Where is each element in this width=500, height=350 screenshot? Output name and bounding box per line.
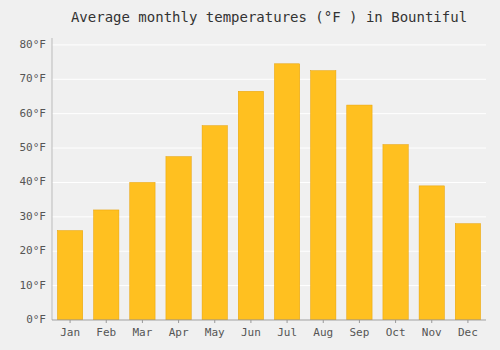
bar (57, 231, 82, 320)
x-tick (323, 320, 324, 323)
title: Average monthly temperatures (°F ) in Bo… (71, 9, 467, 25)
x-tick (106, 320, 107, 323)
y-tick-label: 30°F (20, 210, 47, 223)
x-tick-label: Mar (132, 326, 152, 339)
bar (455, 224, 480, 320)
x-tick-label: Apr (169, 326, 189, 339)
x-tick (250, 320, 251, 323)
x-tick-label: Jan (60, 326, 80, 339)
grid-line (52, 113, 486, 114)
y-axis-line (52, 38, 53, 320)
x-axis-line (52, 320, 486, 321)
x-tick (359, 320, 360, 323)
background (0, 0, 500, 350)
x-tick (70, 320, 71, 323)
y-tick-label: 80°F (20, 38, 47, 51)
x-tick (214, 320, 215, 323)
x-tick-label: Dec (458, 326, 478, 339)
y-tick-label: 50°F (20, 141, 47, 154)
bar (274, 64, 299, 320)
x-tick (467, 320, 468, 323)
grid-line (52, 320, 486, 321)
bars (57, 64, 480, 320)
x-tick (178, 320, 179, 323)
x-tick (287, 320, 288, 323)
x-tick-label: Oct (386, 326, 406, 339)
y-tick-label: 20°F (20, 244, 47, 257)
x-tick-label: Jul (277, 326, 297, 339)
x-tick-label: Feb (96, 326, 116, 339)
grid-line (52, 182, 486, 183)
bar (238, 91, 263, 320)
x-tick-label: Aug (313, 326, 333, 339)
grid-line (52, 79, 486, 80)
grid-line (52, 44, 486, 45)
x-axis: Jan Feb Mar Apr May Jun Jul Aug Sep Oct Nov Dec (52, 320, 486, 339)
bar (130, 182, 155, 320)
bar (419, 186, 444, 320)
bar (94, 210, 119, 320)
bar (311, 71, 336, 320)
bar (347, 105, 372, 320)
x-tick-label: Nov (422, 326, 442, 339)
grid-line (52, 148, 486, 149)
y-tick-label: 10°F (20, 279, 47, 292)
x-tick-label: Jun (241, 326, 261, 339)
y-tick-label: 60°F (20, 107, 47, 120)
bar (202, 126, 227, 320)
x-tick-label: Sep (349, 326, 369, 339)
x-tick-label: May (205, 326, 225, 339)
x-tick (431, 320, 432, 323)
y-tick-label: 40°F (20, 175, 47, 188)
y-axis: 0°F 10°F 20°F 30°F 40°F 50°F 60°F 70°F 80°F (20, 38, 53, 326)
grid (52, 45, 486, 320)
page: {"chart_data": {"type": "bar", "title": … (0, 0, 500, 350)
x-tick (142, 320, 143, 323)
x-tick (395, 320, 396, 323)
y-tick-label: 0°F (26, 313, 46, 326)
y-tick-label: 70°F (20, 72, 47, 85)
chart: 0°F 10°F 20°F 30°F 40°F 50°F 60°F 70°F 80°F Jan Fe… (0, 0, 500, 350)
bar (383, 145, 408, 320)
bar (166, 157, 191, 320)
